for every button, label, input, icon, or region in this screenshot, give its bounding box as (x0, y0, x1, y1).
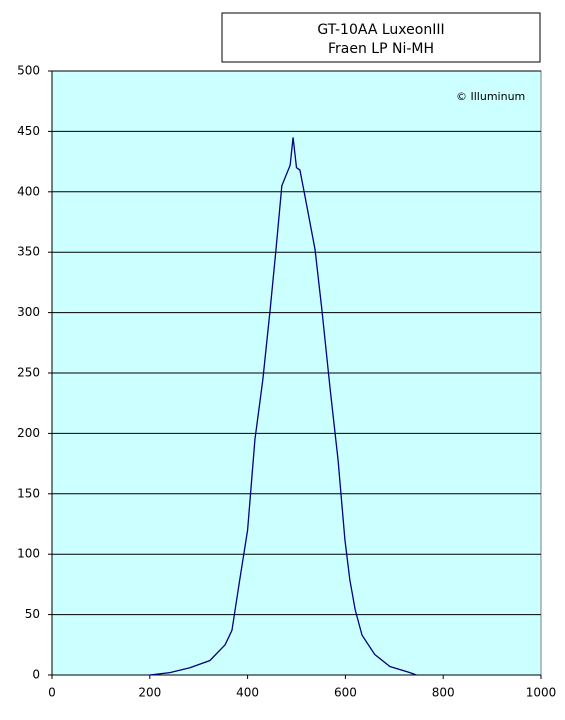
x-tick-label: 1000 (526, 686, 557, 700)
y-tick-label: 250 (17, 366, 40, 380)
y-tick-label: 450 (17, 124, 40, 138)
y-tick-label: 0 (32, 668, 40, 682)
y-tick-label: 500 (17, 64, 40, 78)
chart-title: GT-10AA LuxeonIII (317, 22, 444, 38)
y-tick-label: 150 (17, 486, 40, 500)
x-tick-label: 200 (138, 686, 161, 700)
x-tick-label: 0 (48, 686, 56, 700)
x-tick-label: 800 (432, 686, 455, 700)
chart-subtitle: Fraen LP Ni-MH (328, 41, 434, 57)
title-box (221, 12, 541, 63)
x-tick-label: 600 (334, 686, 357, 700)
y-tick-label: 300 (17, 305, 40, 319)
y-tick-label: 350 (17, 245, 40, 259)
data-line (149, 137, 417, 676)
y-tick-label: 100 (17, 547, 40, 561)
y-tick-label: 200 (17, 426, 40, 440)
annotation: © Illuminum (456, 90, 525, 103)
y-tick-label: 400 (17, 184, 40, 198)
x-tick-label: 400 (236, 686, 259, 700)
y-tick-label: 50 (25, 607, 40, 621)
